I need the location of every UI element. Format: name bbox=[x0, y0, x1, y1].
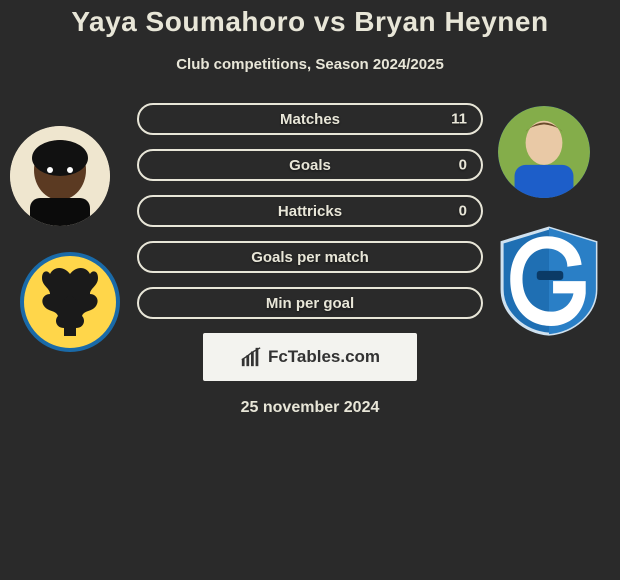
stat-value-right: 0 bbox=[459, 203, 467, 220]
stat-label: Goals bbox=[289, 157, 331, 174]
avatar-right bbox=[498, 106, 590, 198]
page-title: Yaya Soumahoro vs Bryan Heynen bbox=[0, 0, 620, 38]
club-crest-icon bbox=[498, 226, 600, 336]
avatar-left bbox=[10, 126, 110, 226]
stat-value-right: 11 bbox=[451, 111, 467, 128]
stat-label: Hattricks bbox=[278, 203, 342, 220]
stat-pill-goals: Goals 0 bbox=[137, 149, 483, 181]
crest-right bbox=[498, 226, 600, 334]
stat-label: Goals per match bbox=[251, 249, 369, 266]
stat-pill-min-per-goal: Min per goal bbox=[137, 287, 483, 319]
player-icon bbox=[498, 106, 590, 198]
page-subtitle: Club competitions, Season 2024/2025 bbox=[0, 56, 620, 73]
stat-pill-goals-per-match: Goals per match bbox=[137, 241, 483, 273]
fctables-text: FcTables.com bbox=[268, 347, 380, 367]
bars-icon bbox=[240, 346, 262, 368]
stat-pill-hattricks: Hattricks 0 bbox=[137, 195, 483, 227]
page-date: 25 november 2024 bbox=[0, 399, 620, 417]
crest-left bbox=[20, 252, 120, 352]
club-crest-icon bbox=[20, 252, 120, 352]
fctables-logo: FcTables.com bbox=[203, 333, 417, 381]
stat-value-right: 0 bbox=[459, 157, 467, 174]
stat-label: Matches bbox=[280, 111, 340, 128]
stat-pill-matches: Matches 11 bbox=[137, 103, 483, 135]
player-icon bbox=[10, 126, 110, 226]
stat-label: Min per goal bbox=[266, 295, 354, 312]
